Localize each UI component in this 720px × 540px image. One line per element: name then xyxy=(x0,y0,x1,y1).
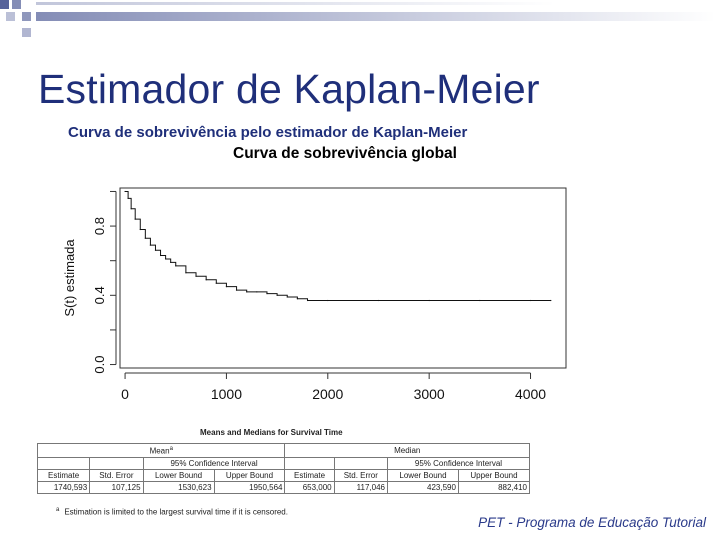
curve-point xyxy=(306,299,309,302)
curve-point xyxy=(134,218,136,220)
curve-point xyxy=(296,298,298,300)
column-header: Estimate xyxy=(36,468,91,482)
stats-table-title: Means and Medians for Survival Time xyxy=(200,428,343,437)
chart-title-container: Curva de sobrevivência global xyxy=(0,145,720,163)
column-header: Std. Error xyxy=(333,468,389,482)
curve-point xyxy=(154,249,157,251)
survival-curve xyxy=(125,190,551,301)
table-row: 1740,593 107,125 1530,623 1950,564 653,0… xyxy=(36,480,531,494)
curve-point xyxy=(215,282,217,284)
y-tick-label: 0.8 xyxy=(92,217,107,235)
table-cell: 1530,623 xyxy=(142,480,215,494)
column-header: Std. Error xyxy=(89,468,144,482)
title-decoration xyxy=(0,0,716,37)
curve-point xyxy=(550,299,552,302)
curve-point xyxy=(225,286,228,288)
plot-series xyxy=(124,190,552,302)
slide-subtitle: Curva de sobrevivência pelo estimador de… xyxy=(68,124,468,141)
curve-point xyxy=(165,258,167,260)
column-header: Lower Bound xyxy=(387,468,459,482)
curve-point xyxy=(235,289,238,291)
curve-point xyxy=(256,291,258,293)
table-cell xyxy=(284,457,335,470)
median-group-header: Median xyxy=(284,443,530,458)
column-header: Upper Bound xyxy=(213,468,286,482)
mean-group-header: Meana xyxy=(36,443,286,458)
table-cell: 653,000 xyxy=(284,480,335,494)
curve-point xyxy=(205,279,207,281)
plot-axes xyxy=(115,187,567,374)
curve-point xyxy=(479,299,481,302)
table-header-row: Estimate Std. Error Lower Bound Upper Bo… xyxy=(36,468,531,482)
y-axis-title: S(t) estimada xyxy=(62,239,77,317)
table-cell xyxy=(333,457,389,470)
curve-point xyxy=(149,244,152,246)
table-cell: 117,046 xyxy=(333,480,389,494)
curve-point xyxy=(428,299,430,302)
y-tick-label: 0.4 xyxy=(92,286,107,304)
x-tick-label: 4000 xyxy=(515,386,546,402)
table-cell xyxy=(89,457,144,470)
x-tick-label: 3000 xyxy=(414,386,445,402)
table-row: 95% Confidence Interval 95% Confidence I… xyxy=(36,456,530,470)
table-cell: 1740,593 xyxy=(36,480,91,494)
stats-table: Meana Median 95% Confidence Interval 95%… xyxy=(36,443,531,494)
curve-point xyxy=(124,190,126,193)
x-tick-label: 1000 xyxy=(211,386,242,402)
plot-frame xyxy=(119,187,567,369)
y-tick-label: 0.0 xyxy=(92,355,107,373)
curve-point xyxy=(170,261,172,264)
median-ci-header: 95% Confidence Interval xyxy=(387,456,530,470)
table-cell: 423,590 xyxy=(387,480,459,494)
column-header: Estimate xyxy=(284,468,335,482)
slide-title: Estimador de Kaplan-Meier xyxy=(38,66,540,112)
footnote-text: Estimation is limited to the largest sur… xyxy=(64,507,288,517)
column-header: Upper Bound xyxy=(457,468,531,482)
stats-footnote: a Estimation is limited to the largest su… xyxy=(56,507,288,517)
plot-ticks: 0.0 0.4 0.8 S(t) estimada 0 1000 2000 3000 4000 xyxy=(62,190,546,402)
curve-point xyxy=(195,275,197,277)
table-cell: 882,410 xyxy=(457,480,531,494)
curve-point xyxy=(185,272,187,274)
curve-point xyxy=(266,292,268,295)
curve-point xyxy=(529,299,532,302)
x-tick-label: 2000 xyxy=(312,386,343,402)
mean-ci-header: 95% Confidence Interval xyxy=(142,456,286,470)
curve-point xyxy=(377,299,380,302)
footnote-marker: a xyxy=(56,507,60,513)
curve-point xyxy=(276,294,278,296)
curve-point xyxy=(327,299,329,302)
chart-title: Curva de sobrevivência global xyxy=(233,145,457,162)
table-cell: 1950,564 xyxy=(213,480,286,494)
curve-point xyxy=(139,228,141,231)
curve-point xyxy=(144,237,146,239)
table-row: Meana Median xyxy=(36,443,530,458)
table-cell xyxy=(36,457,91,470)
curve-point xyxy=(130,208,132,210)
curve-point xyxy=(246,291,248,293)
curve-point xyxy=(286,296,288,298)
slide-footer: PET - Programa de Educação Tutorial xyxy=(478,515,706,530)
table-cell: 107,125 xyxy=(89,480,144,494)
column-header: Lower Bound xyxy=(142,468,215,482)
curve-point xyxy=(127,197,129,199)
curve-point xyxy=(175,265,177,267)
curve-point xyxy=(159,254,162,257)
x-tick-label: 0 xyxy=(121,386,129,402)
